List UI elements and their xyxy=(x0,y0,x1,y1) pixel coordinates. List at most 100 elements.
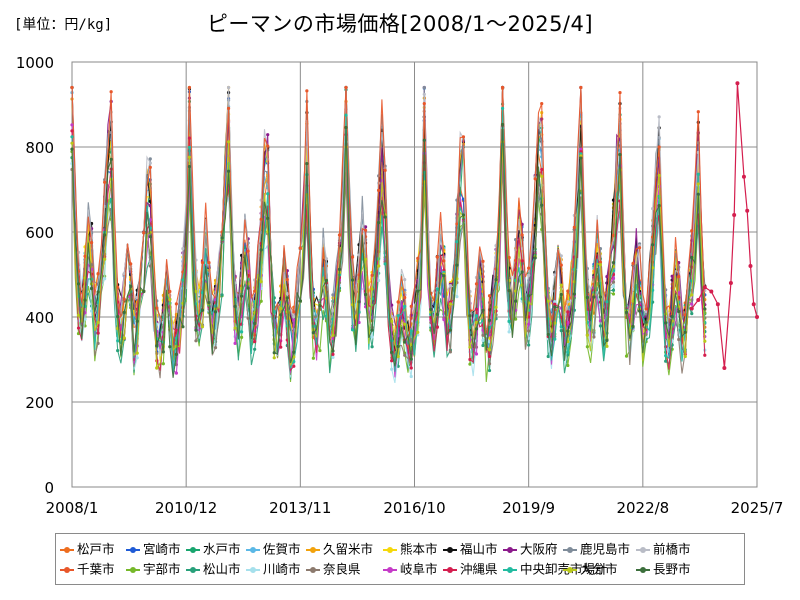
series-point xyxy=(403,322,407,326)
okinawa-extension-point xyxy=(709,289,714,294)
series-point xyxy=(468,314,472,318)
legend-item: 熊本市 xyxy=(383,541,438,558)
series-point xyxy=(572,292,576,296)
series-point xyxy=(285,296,289,300)
series-point xyxy=(611,276,616,280)
series-point xyxy=(396,354,400,359)
legend-item: 川崎市 xyxy=(246,561,301,578)
series-point xyxy=(377,278,381,283)
legend-swatch xyxy=(186,566,200,574)
series-point xyxy=(279,345,283,349)
series-point xyxy=(461,135,466,139)
series-point xyxy=(292,310,296,314)
series-point xyxy=(422,138,426,142)
series-point xyxy=(448,328,452,332)
series-point xyxy=(487,354,492,359)
series-point xyxy=(416,289,420,293)
series-point xyxy=(598,324,603,328)
series-point xyxy=(455,295,459,299)
series-point xyxy=(520,259,524,263)
series-point xyxy=(677,337,681,342)
legend-swatch xyxy=(563,566,577,574)
series-point xyxy=(331,355,335,359)
series-point xyxy=(435,255,439,259)
okinawa-extension-point xyxy=(735,81,740,86)
series-point xyxy=(474,327,479,331)
series-point xyxy=(370,345,374,349)
series-point xyxy=(226,169,231,173)
series-point xyxy=(96,341,100,345)
series-point xyxy=(572,225,576,229)
series-point xyxy=(559,325,563,329)
legend-label: 奈良県 xyxy=(323,561,361,577)
series-point xyxy=(409,366,413,370)
series-point xyxy=(585,333,589,337)
series-point xyxy=(579,147,583,151)
series-point xyxy=(696,192,700,196)
series-point xyxy=(168,289,172,294)
series-point xyxy=(148,264,152,268)
legend-swatch xyxy=(503,566,517,574)
series-point xyxy=(481,308,485,312)
series-point xyxy=(383,168,387,172)
series-point xyxy=(259,217,263,221)
series-point xyxy=(253,321,257,325)
series-point xyxy=(651,243,655,247)
series-point xyxy=(611,233,616,237)
series-point xyxy=(148,235,152,239)
series-point xyxy=(611,280,616,284)
series-point xyxy=(566,363,570,368)
x-tick-label: 2010/12 xyxy=(155,499,217,517)
series-point xyxy=(435,325,439,329)
okinawa-extension-point xyxy=(732,213,737,217)
okinawa-extension-point xyxy=(728,281,733,285)
series-point xyxy=(579,85,583,90)
series-point xyxy=(559,292,563,297)
series-point xyxy=(324,278,329,283)
legend-item: 岐阜市 xyxy=(383,561,438,578)
series-point xyxy=(200,308,205,312)
series-point xyxy=(253,340,257,344)
series-point xyxy=(129,262,133,266)
series-point xyxy=(611,261,616,265)
legend-label: 福山市 xyxy=(460,541,498,557)
series-point xyxy=(553,302,557,306)
legend-swatch xyxy=(383,546,397,554)
series-point xyxy=(83,254,87,258)
series-point xyxy=(579,156,583,160)
series-point xyxy=(116,314,120,319)
series-point xyxy=(637,309,642,313)
series-point xyxy=(331,309,335,313)
legend-swatch xyxy=(126,566,140,574)
legend-label: 熊本市 xyxy=(400,541,438,557)
series-point xyxy=(142,289,146,294)
series-point xyxy=(403,340,407,344)
legend-label: 長野市 xyxy=(653,561,691,577)
legend-swatch xyxy=(503,546,517,554)
series-point xyxy=(585,295,589,300)
series-point xyxy=(435,287,439,291)
series-point xyxy=(337,267,342,271)
series-point xyxy=(566,329,570,333)
series-point xyxy=(664,354,668,358)
series-point xyxy=(696,182,700,186)
y-tick-label: 200 xyxy=(25,394,54,412)
series-point xyxy=(253,289,257,293)
series-point xyxy=(559,263,563,267)
series-point xyxy=(344,85,348,90)
series-point xyxy=(311,356,315,360)
series-point xyxy=(546,332,550,337)
series-point xyxy=(442,317,446,322)
legend-label: 大分市 xyxy=(580,561,618,577)
series-point xyxy=(448,350,452,354)
series-point xyxy=(559,254,563,258)
legend-label: 千葉市 xyxy=(77,561,115,577)
series-point xyxy=(187,145,192,150)
series-point xyxy=(70,129,74,133)
series-point xyxy=(83,298,87,302)
legend-label: 水戸市 xyxy=(203,541,241,557)
series-point xyxy=(187,164,192,169)
series-point xyxy=(474,320,479,325)
series-point xyxy=(618,91,622,95)
series-point xyxy=(148,165,152,169)
